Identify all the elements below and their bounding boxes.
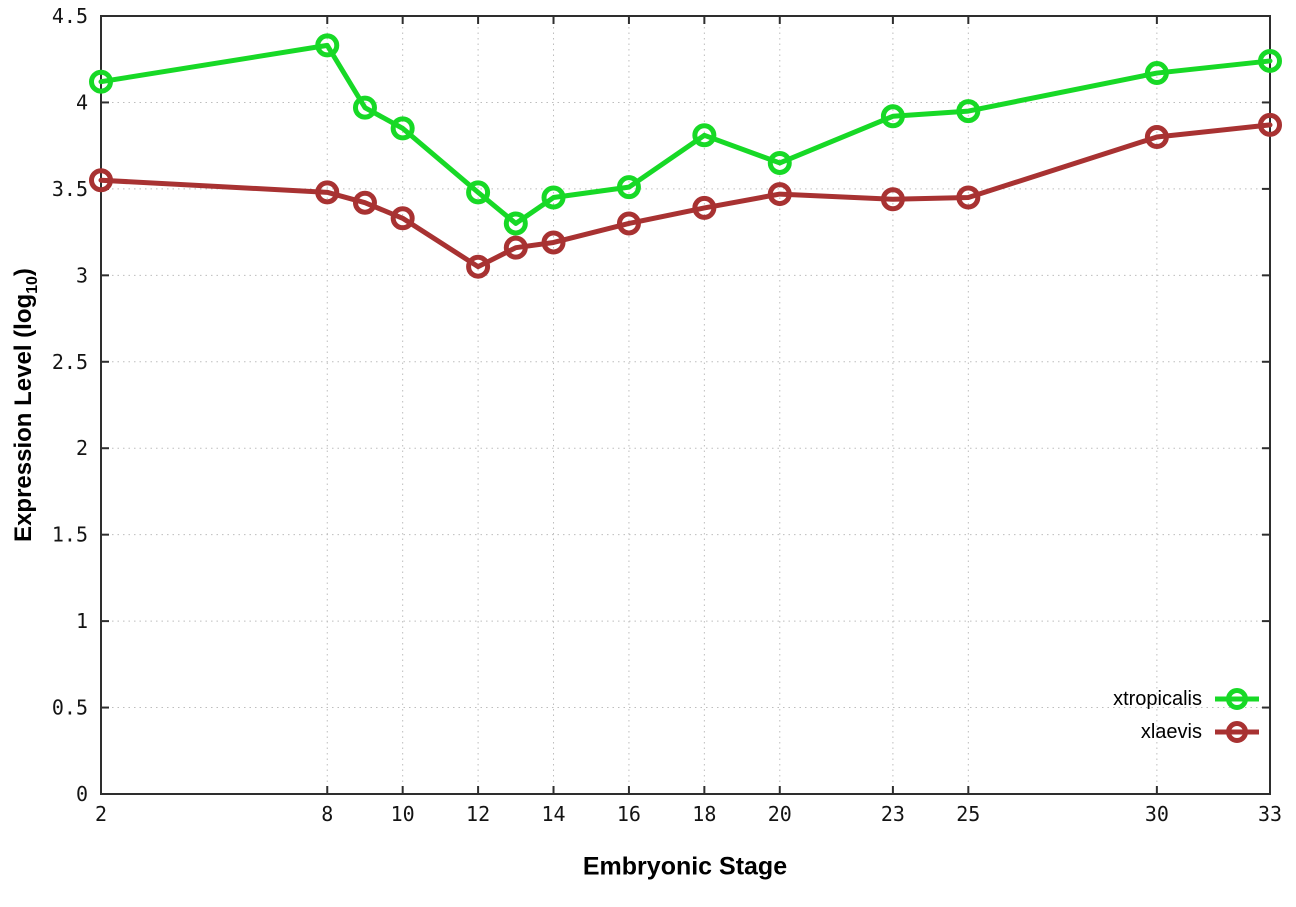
series-line-xlaevis — [98, 122, 1273, 270]
legend-label-xtropicalis: xtropicalis — [1113, 687, 1202, 710]
legend-marker-xlaevis-icon — [1215, 721, 1259, 743]
x-tick-label-33: 33 — [1258, 802, 1282, 826]
y-axis-title-subscript: 10 — [23, 276, 41, 294]
x-tick-label-30: 30 — [1145, 802, 1169, 826]
y-tick-label-3: 3 — [76, 263, 88, 287]
data-point-xtropicalis-stage-8 — [315, 33, 340, 58]
data-point-xlaevis-stage-14 — [541, 230, 566, 255]
data-point-xtropicalis-stage-20 — [767, 150, 792, 175]
y-tick-label-2: 2 — [76, 436, 88, 460]
data-point-xlaevis-stage-33 — [1258, 112, 1282, 137]
data-point-xtropicalis-stage-16 — [616, 175, 641, 200]
data-point-xtropicalis-stage-33 — [1258, 48, 1282, 73]
data-point-xtropicalis-stage-10 — [390, 116, 415, 141]
data-point-xtropicalis-stage-23 — [880, 104, 905, 129]
data-point-xtropicalis-stage-9 — [352, 95, 377, 120]
y-tick-label-0: 0 — [76, 782, 88, 806]
x-tick-label-23: 23 — [881, 802, 905, 826]
x-tick-label-2: 2 — [95, 802, 107, 826]
data-point-xlaevis-stage-30 — [1144, 125, 1169, 150]
plot-border — [100, 15, 1271, 795]
y-tick-label-4.5: 4.5 — [52, 4, 88, 28]
data-point-xlaevis-stage-2 — [89, 168, 113, 193]
data-point-xlaevis-stage-9 — [352, 190, 377, 215]
data-point-xtropicalis-stage-13 — [503, 211, 528, 236]
data-point-xlaevis-stage-8 — [315, 180, 340, 205]
y-tick-label-3.5: 3.5 — [52, 177, 88, 201]
x-tick-label-14: 14 — [541, 802, 565, 826]
legend-item-xlaevis: xlaevis — [1113, 717, 1260, 747]
data-point-xlaevis-stage-12 — [466, 254, 491, 279]
data-point-xlaevis-stage-16 — [616, 211, 641, 236]
y-tick-label-4: 4 — [76, 90, 88, 114]
x-tick-label-16: 16 — [617, 802, 641, 826]
legend-marker-xtropicalis-icon — [1215, 688, 1259, 710]
y-tick-label-0.5: 0.5 — [52, 696, 88, 720]
y-tick-label-2.5: 2.5 — [52, 350, 88, 374]
data-point-xtropicalis-stage-2 — [89, 69, 113, 94]
y-tick-label-1: 1 — [76, 609, 88, 633]
x-tick-label-10: 10 — [391, 802, 415, 826]
x-tick-label-25: 25 — [956, 802, 980, 826]
y-axis-title-suffix: ) — [10, 268, 38, 277]
data-point-xlaevis-stage-10 — [390, 206, 415, 231]
x-tick-label-20: 20 — [768, 802, 792, 826]
data-point-xlaevis-stage-13 — [503, 235, 528, 260]
y-tick-label-1.5: 1.5 — [52, 523, 88, 547]
y-axis-title: Expression Level (log10) — [10, 268, 42, 542]
series-line-xtropicalis — [98, 42, 1273, 226]
data-point-xlaevis-stage-23 — [880, 187, 905, 212]
data-point-xtropicalis-stage-30 — [1144, 61, 1169, 86]
legend-item-xtropicalis: xtropicalis — [1113, 684, 1260, 714]
x-tick-label-12: 12 — [466, 802, 490, 826]
data-point-xtropicalis-stage-12 — [466, 180, 491, 205]
legend: xtropicalis xlaevis — [1113, 684, 1260, 747]
data-point-xtropicalis-stage-14 — [541, 185, 566, 210]
data-point-xlaevis-stage-20 — [767, 182, 792, 207]
data-point-xlaevis-stage-25 — [956, 185, 981, 210]
y-axis-title-main: Expression Level (log — [10, 293, 38, 542]
x-tick-label-18: 18 — [692, 802, 716, 826]
x-tick-label-8: 8 — [321, 802, 333, 826]
x-axis-title: Embryonic Stage — [582, 852, 788, 881]
data-point-xlaevis-stage-18 — [692, 195, 717, 220]
data-point-xtropicalis-stage-25 — [956, 99, 981, 124]
data-point-xtropicalis-stage-18 — [692, 123, 717, 148]
legend-label-xlaevis: xlaevis — [1140, 720, 1202, 743]
